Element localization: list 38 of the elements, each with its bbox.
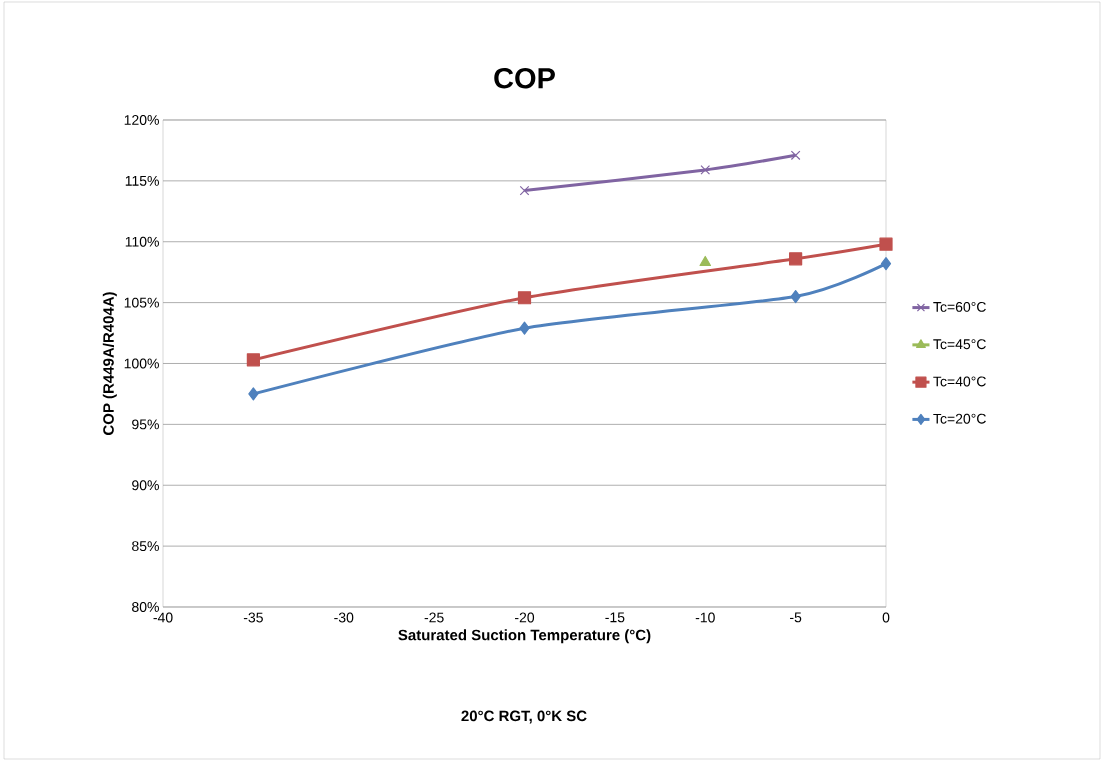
x-tick-label: -15	[605, 612, 625, 623]
point	[789, 252, 803, 266]
y-tick-label: 100%	[124, 358, 159, 369]
y-tick-label: 80%	[132, 602, 159, 612]
point	[700, 165, 711, 175]
y-tick-label: 115%	[125, 175, 159, 186]
x-tick-label: 0	[882, 612, 890, 623]
x-tick-label: -10	[695, 612, 715, 623]
point	[519, 321, 530, 335]
y-tick-label: 85%	[132, 541, 159, 552]
text: 20°C RGT, 0°K SC	[461, 710, 587, 724]
x-axis-title: Saturated Suction Temperature (°C)	[398, 629, 651, 644]
y-tick-label: 120%	[124, 115, 159, 125]
x-tick-label: -40	[153, 612, 173, 623]
y-tick-label: 105%	[124, 297, 159, 308]
point	[880, 257, 892, 271]
legend-label: Tc=45°C	[933, 339, 986, 350]
x-tick-label: -35	[243, 612, 263, 623]
x-tick-label: -25	[424, 612, 444, 623]
point	[248, 387, 259, 401]
legend-label: Tc=60°C	[933, 301, 986, 312]
x-tick-label: -30	[334, 612, 354, 623]
legend-label: Tc=40°C	[933, 376, 986, 387]
point	[246, 353, 260, 367]
point	[517, 291, 532, 305]
y-axis-title: COP (R449A/R404A)	[102, 292, 117, 435]
x-tick-label: -20	[515, 612, 535, 623]
point	[699, 255, 712, 267]
point	[790, 150, 801, 161]
y-tick-label: 110%	[125, 236, 159, 247]
legend-label: Tc=20°C	[933, 413, 986, 424]
point	[879, 237, 893, 251]
chart-title: COP	[494, 67, 555, 89]
point	[790, 289, 801, 304]
y-tick-label: 95%	[132, 419, 159, 430]
y-tick-label: 90%	[132, 480, 159, 491]
x-tick-label: -5	[790, 612, 802, 623]
point	[519, 185, 530, 196]
